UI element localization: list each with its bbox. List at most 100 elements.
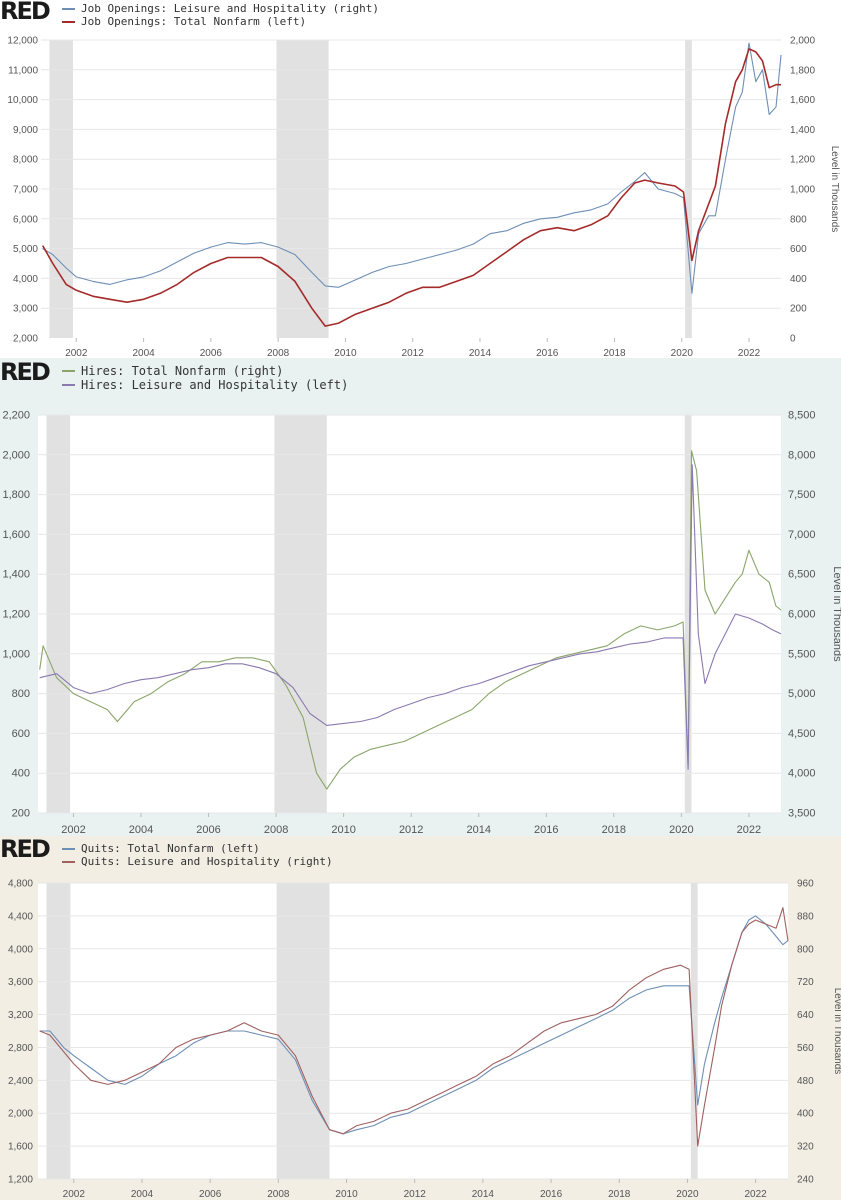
x-tick-label: 2010 xyxy=(331,824,355,836)
y-left-tick-label: 2,000 xyxy=(2,449,30,461)
x-tick-label: 2008 xyxy=(267,1189,290,1200)
chart-hires: 200 400 600 800 1,000 1,200 1,400 1,600 1,800 2,0… xyxy=(2,410,841,837)
x-tick-label: 2014 xyxy=(466,824,490,836)
y-left-tick-label: 5,000 xyxy=(13,244,38,255)
y-left-tick-label: 4,000 xyxy=(13,274,38,285)
x-tick-label: 2006 xyxy=(200,348,223,358)
x-tick-label: 2014 xyxy=(469,348,492,358)
legend-item-leisure-hires: Hires: Leisure and Hospitality (left) xyxy=(62,378,348,392)
y-left-tick-label: 1,200 xyxy=(2,609,30,621)
y-left-tick-label: 10,000 xyxy=(7,95,38,106)
x-tick-label: 2016 xyxy=(536,348,559,358)
series-line-1 xyxy=(42,42,782,294)
x-tick-label: 2002 xyxy=(63,1189,86,1200)
y-right-tick-label: 1,600 xyxy=(790,95,815,106)
recession-shade xyxy=(690,883,698,1179)
x-tick-label: 2008 xyxy=(264,824,288,836)
x-tick-label: 2018 xyxy=(608,1189,631,1200)
y-right-tick-label: 1,000 xyxy=(790,185,815,196)
y-right-tick-label: 2,000 xyxy=(790,36,815,47)
x-tick-label: 2016 xyxy=(540,1189,563,1200)
y-right-tick-label: 7,000 xyxy=(788,529,816,541)
chart-panel-hires: RED Hires: Total Nonfarm (right) Hires: … xyxy=(0,358,841,836)
y-right-tick-label: 320 xyxy=(797,1142,814,1153)
recession-shade xyxy=(276,883,330,1179)
y-right-tick-label: 720 xyxy=(797,977,814,988)
y-left-tick-label: 2,400 xyxy=(8,1076,33,1087)
series-line-2 xyxy=(39,464,782,770)
series-line-1 xyxy=(39,915,789,1135)
x-tick-label: 2006 xyxy=(199,1189,222,1200)
y-right-tick-label: 5,000 xyxy=(788,688,816,700)
x-tick-label: 2008 xyxy=(267,348,290,358)
x-tick-label: 2012 xyxy=(402,348,425,358)
x-tick-label: 2016 xyxy=(534,824,558,836)
y-left-tick-label: 3,600 xyxy=(8,977,33,988)
y-left-tick-label: 1,600 xyxy=(8,1142,33,1153)
y-left-tick-label: 1,800 xyxy=(2,489,30,501)
y-right-tick-label: 480 xyxy=(797,1076,814,1087)
x-tick-label: 2020 xyxy=(676,1189,699,1200)
series-line-2 xyxy=(39,907,789,1147)
chart-panel-quits: RED Quits: Total Nonfarm (left) Quits: L… xyxy=(0,836,841,1200)
y-axis-label: Level in Thousands xyxy=(829,146,840,233)
y-left-tick-label: 4,400 xyxy=(8,911,33,922)
legend: Job Openings: Leisure and Hospitality (r… xyxy=(62,2,379,28)
x-tick-label: 2018 xyxy=(603,348,626,358)
logo-text: RED xyxy=(0,0,51,25)
y-left-tick-label: 11,000 xyxy=(8,65,38,76)
y-right-tick-label: 400 xyxy=(797,1109,814,1120)
y-left-tick-label: 3,000 xyxy=(13,304,38,315)
fred-logo: RED xyxy=(0,0,51,25)
y-right-tick-label: 6,000 xyxy=(788,609,816,621)
y-left-tick-label: 4,000 xyxy=(8,944,33,955)
y-right-tick-label: 1,400 xyxy=(790,125,815,136)
y-right-tick-label: 4,000 xyxy=(788,768,816,780)
y-left-tick-label: 1,600 xyxy=(2,529,30,541)
recession-shade xyxy=(46,883,71,1179)
y-left-tick-label: 800 xyxy=(12,688,30,700)
series-line-1 xyxy=(39,450,782,790)
y-left-tick-label: 7,000 xyxy=(13,185,38,196)
y-right-tick-label: 560 xyxy=(797,1043,814,1054)
x-tick-label: 2022 xyxy=(738,348,761,358)
y-left-tick-label: 200 xyxy=(12,808,30,820)
y-right-tick-label: 5,500 xyxy=(788,648,816,660)
y-axis-label: Level in Thousands xyxy=(832,988,841,1075)
legend-item-total-openings: Job Openings: Total Nonfarm (left) xyxy=(62,15,379,28)
y-left-tick-label: 2,200 xyxy=(2,410,30,422)
legend-item-leisure-quits: Quits: Leisure and Hospitality (right) xyxy=(62,855,333,868)
y-right-tick-label: 800 xyxy=(797,944,814,955)
x-tick-label: 2022 xyxy=(744,1189,767,1200)
y-right-tick-label: 6,500 xyxy=(788,569,816,581)
y-right-tick-label: 800 xyxy=(790,214,807,225)
chart-job-openings: 3,000 4,000 5,000 6,000 7,000 8,000 9,000 10,00… xyxy=(7,36,840,359)
x-tick-label: 2002 xyxy=(65,348,88,358)
y-right-tick-label: 960 xyxy=(797,879,814,890)
y-right-tick-label: 640 xyxy=(797,1010,814,1021)
y-left-tick-label: 1,200 xyxy=(8,1175,33,1186)
legend-item-leisure-openings: Job Openings: Leisure and Hospitality (r… xyxy=(62,2,379,15)
x-tick-label: 2004 xyxy=(131,1189,154,1200)
series-line-2 xyxy=(42,48,781,327)
y-left-tick-label: 2,000 xyxy=(8,1109,33,1120)
y-left-tick-label: 9,000 xyxy=(13,125,38,136)
y-left-tick-label: 1,400 xyxy=(2,569,30,581)
y-right-tick-label: 0 xyxy=(790,334,796,345)
y-right-tick-label: 3,500 xyxy=(788,808,816,820)
x-tick-label: 2002 xyxy=(61,824,85,836)
logo-text: RED xyxy=(0,358,51,386)
x-tick-label: 2020 xyxy=(669,824,693,836)
x-tick-label: 2022 xyxy=(737,824,761,836)
legend: Quits: Total Nonfarm (left) Quits: Leisu… xyxy=(62,842,333,868)
x-tick-label: 2004 xyxy=(129,824,153,836)
x-tick-label: 2012 xyxy=(399,824,423,836)
y-axis-label: Level in Thousands xyxy=(831,566,841,662)
x-tick-label: 2010 xyxy=(335,1189,358,1200)
y-right-tick-label: 4,500 xyxy=(788,728,816,740)
y-right-tick-label: 8,500 xyxy=(788,410,816,422)
y-right-tick-label: 1,200 xyxy=(790,155,815,166)
y-left-tick-label: 2,000 xyxy=(13,334,38,345)
y-left-tick-label: 400 xyxy=(12,768,30,780)
y-right-tick-label: 600 xyxy=(790,244,807,255)
